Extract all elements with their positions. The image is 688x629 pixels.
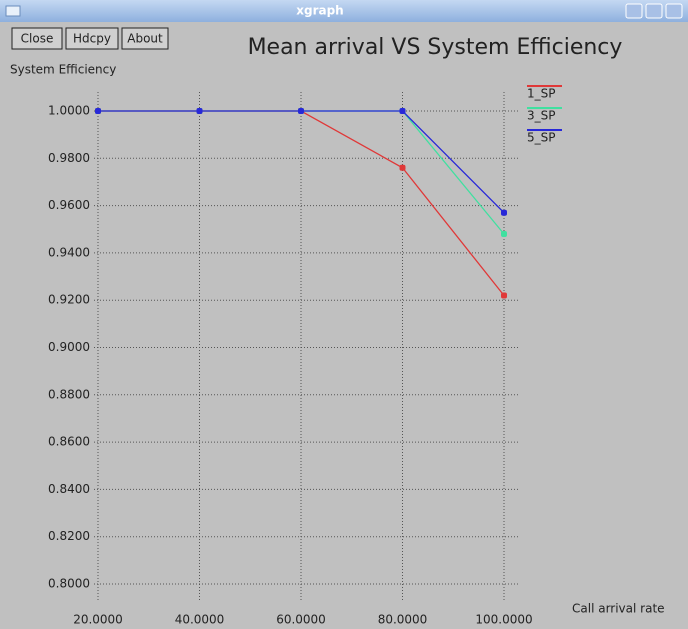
y-tick-label: 0.8600	[48, 435, 90, 449]
close-window-button[interactable]	[665, 3, 683, 19]
x-axis-label: Call arrival rate	[572, 602, 665, 616]
legend-label: 3_SP	[527, 109, 556, 123]
x-tick-label: 20.0000	[73, 613, 123, 627]
minimize-button[interactable]	[625, 3, 643, 19]
toolbar-button-label: Hdcpy	[73, 32, 111, 46]
y-tick-label: 0.8200	[48, 529, 90, 543]
y-tick-label: 1.0000	[48, 104, 90, 118]
data-point	[298, 108, 304, 114]
data-point	[399, 108, 406, 114]
data-point	[501, 209, 507, 216]
toolbar-button[interactable]	[11, 27, 63, 50]
x-tick-label: 80.0000	[378, 613, 428, 627]
data-point	[95, 108, 101, 114]
data-point	[501, 292, 507, 299]
window-menu-icon[interactable]	[5, 5, 21, 17]
data-point	[501, 230, 507, 237]
y-tick-label: 0.9800	[48, 151, 90, 165]
y-tick-label: 0.8800	[48, 387, 90, 401]
y-tick-label: 0.9400	[48, 245, 90, 259]
y-tick-label: 0.8000	[48, 577, 90, 591]
x-tick-label: 100.0000	[475, 613, 532, 627]
x-tick-label: 60.0000	[276, 613, 326, 627]
toolbar-button-label: Close	[21, 32, 54, 46]
toolbar-button-label: About	[127, 32, 163, 46]
toolbar-button[interactable]	[121, 27, 169, 50]
toolbar-button[interactable]	[65, 27, 119, 50]
maximize-button[interactable]	[645, 3, 663, 19]
title-bar	[0, 0, 688, 22]
y-axis-label: System Efficiency	[10, 63, 116, 77]
y-tick-label: 0.9000	[48, 340, 90, 354]
y-tick-label: 0.9200	[48, 293, 90, 307]
y-tick-label: 0.8400	[48, 482, 90, 496]
data-point	[196, 108, 203, 114]
window-title: xgraph	[296, 4, 343, 18]
data-point	[399, 164, 406, 171]
x-tick-label: 40.0000	[175, 613, 225, 627]
legend-label: 1_SP	[527, 87, 556, 101]
y-tick-label: 0.9600	[48, 198, 90, 212]
chart-title: Mean arrival VS System Efficiency	[248, 35, 623, 60]
legend-label: 5_SP	[527, 131, 556, 145]
